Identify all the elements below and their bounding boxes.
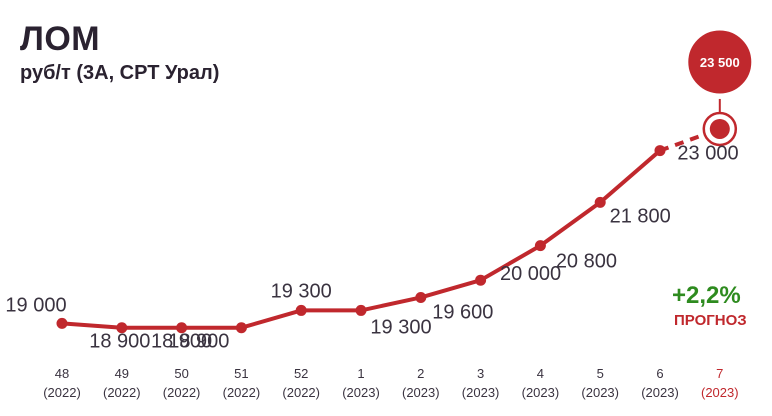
forecast-badge <box>685 27 755 97</box>
data-point <box>415 291 427 303</box>
data-point <box>176 322 188 334</box>
data-point <box>355 304 367 316</box>
x-tick-week: 7 <box>716 366 723 381</box>
forecast-change: +2,2% <box>672 282 741 309</box>
chart-title: ЛОМ <box>20 20 101 58</box>
data-point <box>594 196 606 208</box>
data-point <box>295 304 307 316</box>
data-point <box>654 145 666 157</box>
x-tick-week: 49 <box>115 366 129 381</box>
x-tick-year: (2023) <box>581 385 619 400</box>
data-label: 21 800 <box>610 205 671 227</box>
x-tick-year: (2023) <box>522 385 560 400</box>
forecast-label: ПРОГНОЗ <box>674 312 747 329</box>
x-tick-week: 2 <box>417 366 424 381</box>
data-label: 19 600 <box>432 301 493 323</box>
data-point <box>534 240 546 252</box>
data-label: 23 000 <box>677 143 738 165</box>
x-tick-year: (2022) <box>103 385 141 400</box>
forecast-point <box>709 118 730 139</box>
x-tick-year: (2023) <box>701 385 739 400</box>
x-tick-week: 5 <box>597 366 604 381</box>
x-tick-year: (2023) <box>462 385 500 400</box>
x-tick-year: (2022) <box>223 385 261 400</box>
x-tick-year: (2023) <box>402 385 440 400</box>
x-tick-week: 3 <box>477 366 484 381</box>
data-label: 20 000 <box>500 263 561 285</box>
data-point <box>116 322 128 334</box>
x-tick-year: (2023) <box>641 385 679 400</box>
x-tick-year: (2022) <box>282 385 320 400</box>
series-line <box>60 148 662 330</box>
x-tick-year: (2023) <box>342 385 380 400</box>
x-tick-week: 4 <box>537 366 544 381</box>
data-label: 19 300 <box>370 316 431 338</box>
data-label: 19 300 <box>271 280 332 302</box>
x-tick-year: (2022) <box>163 385 201 400</box>
data-label: 18 900 <box>151 331 212 353</box>
x-tick-week: 51 <box>234 366 248 381</box>
x-tick-week: 48 <box>55 366 69 381</box>
data-label: 18 900 <box>168 331 229 353</box>
x-tick-week: 50 <box>174 366 188 381</box>
data-point <box>235 322 247 334</box>
chart-subtitle: руб/т (3А, СРТ Урал) <box>20 62 220 84</box>
x-tick-week: 1 <box>357 366 364 381</box>
x-tick-week: 52 <box>294 366 308 381</box>
data-label: 18 900 <box>89 331 150 353</box>
x-tick-week: 6 <box>656 366 663 381</box>
data-point <box>475 274 487 286</box>
data-point <box>56 317 68 329</box>
data-label: 20 800 <box>556 251 617 273</box>
data-label: 19 000 <box>5 294 66 316</box>
x-tick-year: (2022) <box>43 385 81 400</box>
forecast-badge-value: 23 500 <box>700 55 740 70</box>
